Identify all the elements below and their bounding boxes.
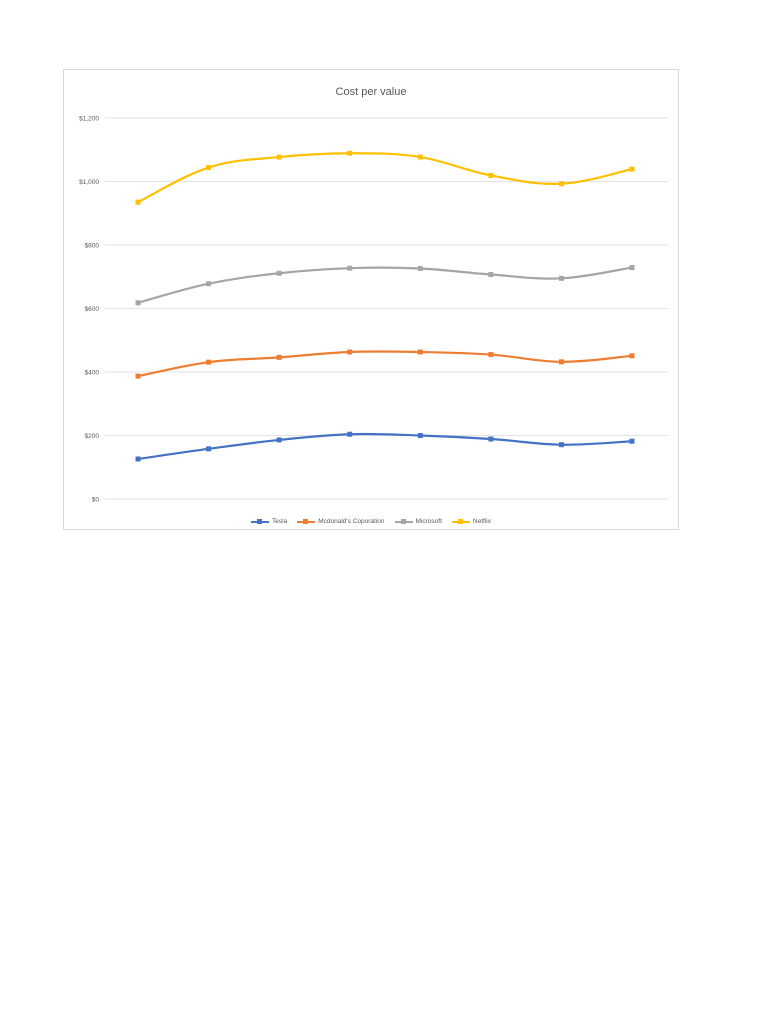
chart-frame: Cost per value $0 $200 $400 $600 $800 $1,000 $… [63, 69, 679, 530]
line-chart: $0 $200 $400 $600 $800 $1,000 $1,200 [79, 116, 668, 504]
data-point [206, 359, 212, 365]
data-point [417, 265, 423, 271]
data-point [417, 433, 423, 438]
data-point [347, 349, 353, 355]
legend-item: Tesla [251, 518, 287, 525]
data-point [347, 431, 353, 437]
data-point [347, 150, 353, 156]
data-point [558, 359, 564, 365]
data-point [276, 437, 282, 443]
data-point [558, 181, 564, 187]
legend-label: Tesla [272, 518, 288, 525]
data-point [629, 438, 635, 444]
series-line [137, 432, 633, 461]
data-point [629, 166, 635, 172]
legend-label: Microsoft [415, 518, 442, 525]
data-point [629, 265, 635, 271]
chart-title: Cost per value [335, 86, 407, 98]
legend-swatch [451, 518, 470, 524]
y-tick-label: $200 [85, 433, 100, 440]
legend-label: Mcdonald's Coporation [318, 518, 385, 525]
legend-item: Netflix [451, 518, 491, 525]
data-point [206, 281, 212, 287]
y-tick-label: $0 [92, 497, 100, 504]
y-tick-label: $1,000 [79, 179, 99, 186]
data-point [629, 353, 635, 359]
y-tick-label: $800 [85, 243, 100, 250]
data-point [206, 446, 212, 452]
data-point [558, 275, 564, 281]
legend-swatch [251, 518, 270, 524]
data-point [135, 373, 141, 379]
data-point [276, 270, 282, 276]
data-point [135, 300, 141, 306]
data-point [417, 154, 423, 160]
data-point [417, 349, 423, 355]
data-point [488, 172, 494, 178]
series-line [137, 152, 633, 204]
data-point [135, 199, 141, 205]
chart-legend: Tesla Mcdonald's Coporation Microsoft Netfl… [64, 518, 678, 525]
data-point [347, 265, 353, 271]
data-point [276, 154, 282, 160]
legend-swatch [297, 518, 316, 524]
legend-swatch [394, 518, 413, 524]
data-point [488, 272, 494, 278]
data-point [206, 165, 212, 171]
y-tick-label: $400 [85, 370, 100, 377]
data-point [488, 352, 494, 358]
data-point [135, 456, 141, 462]
data-point [276, 354, 282, 360]
legend-label: Netflix [472, 518, 491, 525]
y-tick-label: $600 [85, 306, 100, 313]
legend-item: Microsoft [394, 518, 442, 525]
y-tick-label: $1,200 [79, 116, 99, 123]
series-line [137, 350, 633, 378]
data-point [558, 442, 564, 448]
data-point [488, 436, 494, 442]
legend-item: Mcdonald's Coporation [297, 518, 385, 525]
series-line [137, 266, 633, 304]
